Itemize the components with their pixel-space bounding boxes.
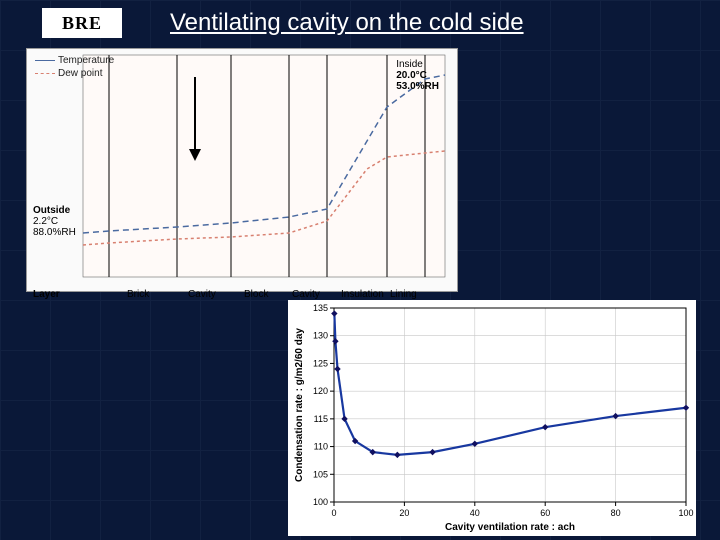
svg-text:135: 135 [313,303,328,313]
layer-title: Layer [33,289,60,300]
chart1-legend: Temperature Dew point [35,55,114,81]
outside-title: Outside [33,205,70,216]
svg-text:130: 130 [313,331,328,341]
layer-label: Brick [127,289,149,300]
svg-text:120: 120 [313,386,328,396]
outside-rh: 88.0%RH [33,227,76,238]
legend-dewpoint: Dew point [58,68,102,79]
svg-text:125: 125 [313,358,328,368]
header: BRE Ventilating cavity on the cold side [0,4,720,42]
svg-text:105: 105 [313,469,328,479]
condensation-chart: 0 20 40 60 80 100 100 105 110 115 120 125 130 135 Cavi… [288,300,696,536]
wall-section-chart: Temperature Dew point Outside 2.2°C 88.0… [26,48,458,292]
svg-text:115: 115 [314,414,328,424]
chart1-svg [27,49,459,293]
svg-text:Condensation rate : g/m2/60 da: Condensation rate : g/m2/60 day [294,328,305,482]
svg-text:60: 60 [540,508,550,518]
outside-temp: 2.2°C [33,216,58,227]
inside-label: Inside 20.0°C 53.0%RH [396,59,439,92]
svg-text:100: 100 [313,497,328,507]
svg-text:80: 80 [611,508,621,518]
chart2-svg: 0 20 40 60 80 100 100 105 110 115 120 125 130 135 Cavi… [288,300,696,536]
svg-text:20: 20 [399,508,409,518]
inside-title: Inside [396,59,423,70]
layer-label: Lining [390,289,417,300]
legend-temperature: Temperature [58,55,114,66]
layer-label: Insulation [341,289,384,300]
layer-label: Block [244,289,268,300]
layer-label: Cavity [292,289,320,300]
outside-label: Outside 2.2°C 88.0%RH [33,205,76,238]
bre-logo: BRE [42,8,122,38]
svg-text:100: 100 [678,508,693,518]
svg-text:110: 110 [314,442,328,452]
svg-text:0: 0 [331,508,336,518]
layer-label: Cavity [188,289,216,300]
inside-rh: 53.0%RH [396,81,439,92]
svg-text:Cavity ventilation rate : ach: Cavity ventilation rate : ach [445,522,575,533]
inside-temp: 20.0°C [396,70,427,81]
page-title: Ventilating cavity on the cold side [170,9,524,37]
svg-text:40: 40 [470,508,480,518]
